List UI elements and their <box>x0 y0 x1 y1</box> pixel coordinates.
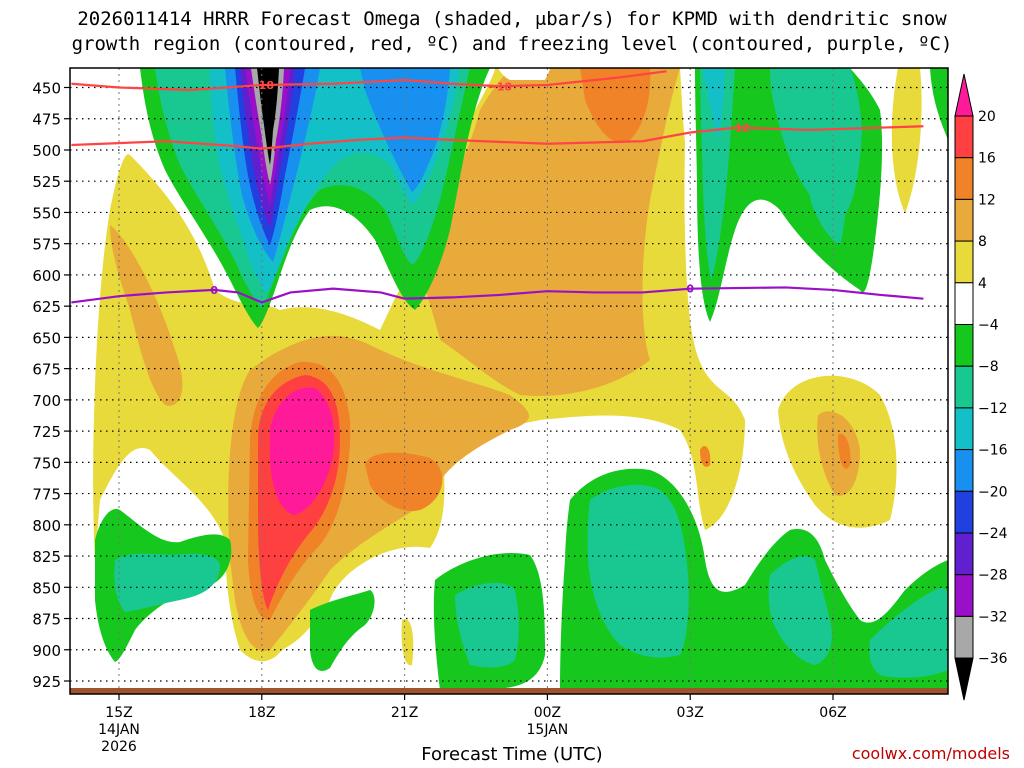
omega-shading <box>93 68 948 690</box>
colorbar-segment <box>954 198 974 242</box>
freezing-level-label: 0 <box>210 284 218 297</box>
x-tick-label: 06Z <box>819 705 846 721</box>
dgz-bottom-label: −12 <box>726 121 751 134</box>
y-tick-label: 775 <box>32 486 61 504</box>
y-tick-label: 500 <box>32 142 61 160</box>
ground-level-strip <box>70 688 948 694</box>
y-tick-label: 900 <box>32 642 61 660</box>
x-tick-label: 03Z <box>676 705 703 721</box>
colorbar-label: −28 <box>978 568 1008 584</box>
colorbar-segment <box>954 282 974 325</box>
colorbar-segment <box>954 615 974 659</box>
plot-frame <box>69 67 949 695</box>
colorbar-label: 20 <box>978 109 996 125</box>
x-tick-label: 15Z <box>105 705 132 721</box>
x-tick-date: 15JAN <box>527 722 569 738</box>
colorbar-label: 4 <box>978 276 987 292</box>
colorbar-label: −8 <box>978 359 999 375</box>
y-tick-label: 700 <box>32 392 61 410</box>
colorbar-label: −24 <box>978 526 1008 542</box>
y-tick-label: 600 <box>32 267 61 285</box>
colorbar-bottom-arrow <box>954 657 974 701</box>
colorbar-segment <box>954 157 974 200</box>
dgz-top-label: −18 <box>250 79 275 92</box>
y-tick-label: 800 <box>32 517 61 535</box>
y-tick-label: 525 <box>32 173 61 191</box>
dgz-bottom-contour <box>71 125 924 150</box>
dgz-top-contour <box>71 70 667 92</box>
y-tick-label: 475 <box>32 111 61 129</box>
colorbar-segment <box>954 574 974 617</box>
freezing-level-label: 0 <box>686 283 694 296</box>
omega-colorbar: 20 16 12 8 4 −4 −8 −12 −16 −20 −24 −28 −32 −36 <box>954 73 1008 701</box>
freezing-level-contour <box>71 286 924 304</box>
y-tick-label: 825 <box>32 548 61 566</box>
colorbar-segment <box>954 407 974 451</box>
y-tick-label: 575 <box>32 236 61 254</box>
colorbar-label: −36 <box>978 651 1008 667</box>
plot-grid <box>70 68 948 694</box>
colorbar-segment <box>954 365 974 409</box>
colorbar-label: −20 <box>978 484 1008 500</box>
colorbar-label: −16 <box>978 443 1008 459</box>
chart-title-line-1: 2026011414 HRRR Forecast Omega (shaded, … <box>77 8 947 30</box>
site-credit: coolwx.com/models <box>851 744 1010 763</box>
y-axis-ticks: 450 475 500 525 550 575 600 625 650 675 700 725 750 7… <box>32 80 70 691</box>
colorbar-segment <box>954 490 974 534</box>
colorbar-label: 8 <box>978 234 987 250</box>
colorbar-segment <box>954 449 974 492</box>
y-tick-label: 550 <box>32 204 61 222</box>
colorbar-label: 16 <box>978 151 996 167</box>
colorbar-segment <box>954 324 974 367</box>
y-tick-label: 450 <box>32 80 61 98</box>
y-tick-label: 750 <box>32 454 61 472</box>
y-tick-label: 650 <box>32 329 61 347</box>
colorbar-label: −32 <box>978 609 1008 625</box>
colorbar-label: −4 <box>978 318 999 334</box>
x-tick-label: 18Z <box>248 705 275 721</box>
x-tick-label: 21Z <box>391 705 418 721</box>
x-tick-year: 2026 <box>101 739 137 755</box>
x-tick-date: 14JAN <box>98 722 140 738</box>
chart-title-line-2: growth region (contoured, red, ºC) and f… <box>71 33 953 55</box>
dgz-top-label: −18 <box>488 80 513 93</box>
y-tick-label: 625 <box>32 298 61 316</box>
colorbar-segment <box>954 532 974 576</box>
y-tick-label: 875 <box>32 611 61 629</box>
colorbar-label: 12 <box>978 192 996 208</box>
colorbar-top-arrow <box>954 73 974 117</box>
colorbar-label: −12 <box>978 401 1008 417</box>
colorbar-segment <box>954 115 974 159</box>
x-axis-label: Forecast Time (UTC) <box>421 744 603 765</box>
contour-lines: −18 −18 −12 0 0 <box>71 70 924 304</box>
y-tick-label: 925 <box>32 673 61 691</box>
y-tick-label: 725 <box>32 423 61 441</box>
y-tick-label: 850 <box>32 579 61 597</box>
colorbar-segment <box>954 240 974 284</box>
y-tick-label: 675 <box>32 361 61 379</box>
x-tick-label: 00Z <box>534 705 561 721</box>
